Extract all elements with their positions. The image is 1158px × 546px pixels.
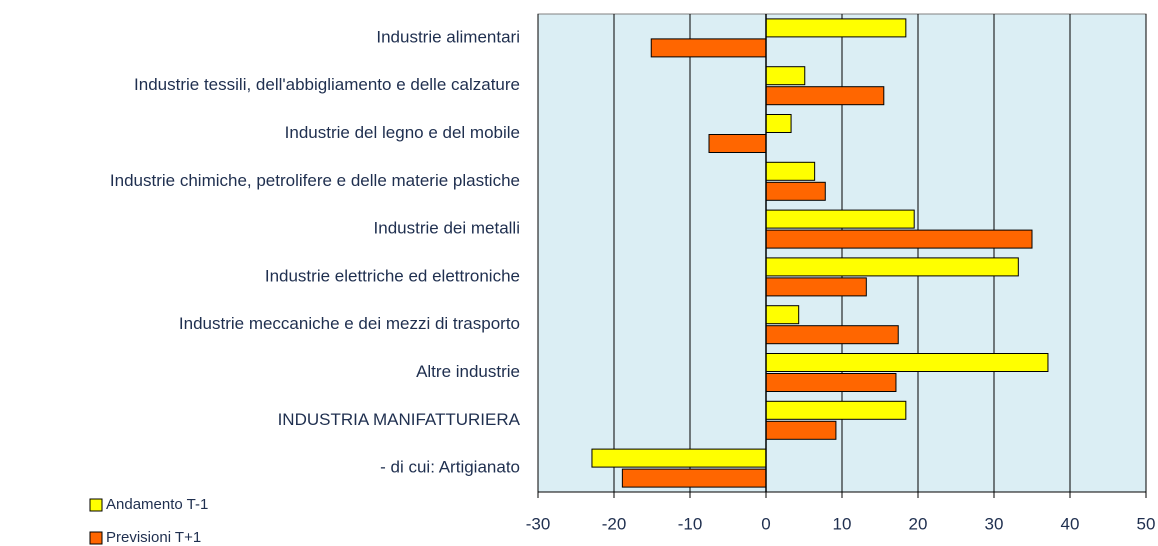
x-tick-label: 0 bbox=[761, 514, 770, 533]
bar bbox=[765, 420, 837, 440]
legend-swatch bbox=[89, 531, 103, 545]
bar bbox=[765, 229, 1033, 249]
bar bbox=[650, 38, 767, 58]
legend-label: Andamento T-1 bbox=[106, 496, 208, 513]
bar bbox=[765, 114, 792, 133]
legend-swatch bbox=[89, 498, 103, 512]
x-tick-label: -20 bbox=[602, 514, 627, 533]
bar bbox=[621, 468, 767, 488]
y-tick-label: - di cui: Artigianato bbox=[380, 458, 520, 477]
y-tick-label: Industrie chimiche, petrolifere e delle … bbox=[110, 171, 520, 190]
y-tick-label: INDUSTRIA MANIFATTURIERA bbox=[278, 410, 521, 429]
y-tick-label: Industrie tessili, dell'abbigliamento e … bbox=[134, 75, 520, 94]
bar bbox=[765, 305, 800, 325]
y-tick-label: Industrie meccaniche e dei mezzi di tras… bbox=[179, 314, 520, 333]
bar bbox=[591, 448, 767, 468]
bar bbox=[765, 18, 907, 38]
y-tick-label: Industrie elettriche ed elettroniche bbox=[265, 266, 520, 285]
x-tick-label: -10 bbox=[678, 514, 703, 533]
bar bbox=[765, 277, 867, 297]
bar bbox=[765, 353, 1049, 372]
x-tick-label: 40 bbox=[1061, 514, 1080, 533]
bar bbox=[765, 161, 816, 181]
bar bbox=[765, 86, 885, 106]
bar bbox=[765, 209, 915, 229]
x-tick-label: 30 bbox=[985, 514, 1004, 533]
y-tick-label: Altre industrie bbox=[416, 362, 520, 381]
bar bbox=[765, 257, 1019, 277]
x-tick-label: 10 bbox=[833, 514, 852, 533]
y-tick-label: Industrie alimentari bbox=[376, 27, 520, 46]
bar bbox=[765, 325, 899, 345]
x-tick-label: 20 bbox=[909, 514, 928, 533]
bar bbox=[765, 400, 907, 420]
legend-label: Previsioni T+1 bbox=[106, 529, 201, 546]
x-tick-label: 50 bbox=[1137, 514, 1156, 533]
bar bbox=[765, 373, 897, 392]
x-tick-label: -30 bbox=[526, 514, 551, 533]
bar bbox=[765, 181, 826, 201]
y-tick-label: Industrie del legno e del mobile bbox=[285, 123, 520, 142]
bar bbox=[765, 66, 806, 86]
y-tick-label: Industrie dei metalli bbox=[374, 219, 520, 238]
bar bbox=[708, 134, 767, 153]
